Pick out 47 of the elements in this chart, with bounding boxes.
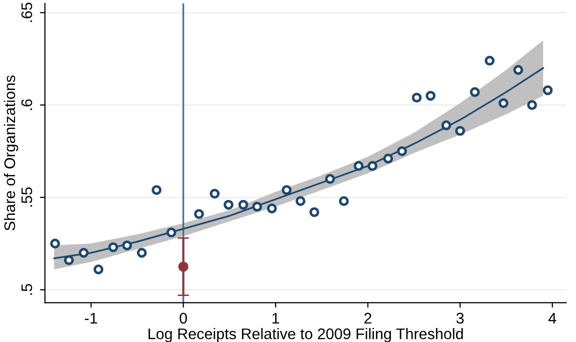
point	[498, 98, 508, 108]
point	[354, 161, 364, 171]
x-tick-label: 1	[272, 312, 280, 324]
x-tick-label: -1	[84, 312, 98, 324]
y-tick-label: .6	[21, 99, 32, 110]
point	[309, 207, 320, 218]
point	[122, 240, 132, 250]
point	[470, 87, 480, 98]
x-axis-title: Log Receipts Relative to 2009 Filing Threshold	[148, 328, 463, 342]
point	[296, 196, 306, 206]
point	[441, 120, 452, 130]
y-axis-title: Share of Organizations	[4, 75, 18, 230]
point	[238, 200, 248, 210]
point	[94, 264, 104, 274]
x-tick-label: 2	[364, 312, 372, 324]
x-tick-label: 3	[456, 312, 464, 324]
x-tick-label: 4	[548, 312, 556, 324]
point	[542, 85, 553, 96]
point	[412, 92, 422, 103]
point	[210, 188, 220, 199]
point	[64, 255, 74, 266]
point	[484, 56, 495, 66]
point	[455, 126, 466, 136]
y-tick-label: .65	[21, 2, 32, 22]
point	[152, 185, 162, 195]
x-tick-label: 0	[180, 312, 187, 324]
point	[224, 200, 234, 210]
point	[194, 209, 204, 219]
point	[136, 248, 147, 258]
y-tick-label: .55	[22, 187, 32, 207]
point	[178, 262, 188, 272]
point	[108, 242, 118, 252]
y-tick-label: .5	[22, 284, 32, 295]
point	[338, 196, 349, 206]
point	[78, 248, 89, 258]
point	[325, 174, 335, 184]
point	[166, 228, 176, 238]
point	[426, 90, 436, 101]
point	[50, 238, 60, 248]
point	[368, 161, 378, 171]
point	[527, 100, 537, 110]
point	[282, 185, 292, 195]
point	[252, 202, 262, 212]
point	[383, 154, 394, 164]
point	[397, 146, 407, 156]
point	[266, 204, 277, 214]
point	[513, 64, 524, 75]
